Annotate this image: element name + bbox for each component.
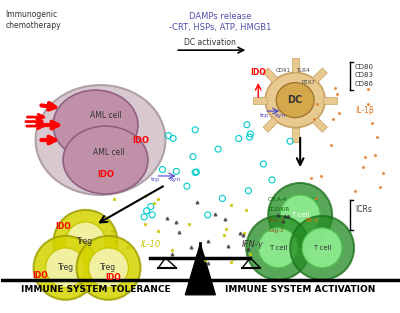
Text: PD-1: PD-1 bbox=[305, 218, 318, 223]
Text: IDO: IDO bbox=[56, 222, 72, 231]
Text: IL-1β: IL-1β bbox=[355, 105, 374, 115]
Circle shape bbox=[302, 228, 342, 268]
Circle shape bbox=[280, 195, 320, 235]
Text: IDO: IDO bbox=[97, 171, 114, 179]
Text: T cell: T cell bbox=[291, 212, 310, 218]
Ellipse shape bbox=[265, 73, 325, 128]
Text: TLR4: TLR4 bbox=[296, 68, 310, 73]
Text: T cell: T cell bbox=[313, 245, 332, 251]
Text: IMMUNE SYSTEM TOLERANCE: IMMUNE SYSTEM TOLERANCE bbox=[21, 285, 170, 294]
Text: Treg: Treg bbox=[58, 263, 74, 272]
Text: trp: trp bbox=[151, 177, 160, 182]
Text: CD91: CD91 bbox=[276, 68, 291, 73]
Text: Lag-3: Lag-3 bbox=[268, 228, 284, 233]
Text: ICRs: ICRs bbox=[355, 205, 372, 214]
Circle shape bbox=[88, 248, 128, 288]
Polygon shape bbox=[185, 244, 215, 295]
FancyArrow shape bbox=[323, 97, 337, 104]
Circle shape bbox=[268, 183, 332, 247]
Circle shape bbox=[76, 236, 140, 300]
FancyArrow shape bbox=[312, 68, 327, 83]
Circle shape bbox=[46, 248, 86, 288]
Text: Treg: Treg bbox=[100, 263, 116, 272]
Text: IDO: IDO bbox=[106, 273, 121, 282]
Ellipse shape bbox=[276, 83, 314, 118]
FancyArrow shape bbox=[263, 68, 278, 83]
Text: DAMPs release
-CRT, HSPs, ATP, HMGB1: DAMPs release -CRT, HSPs, ATP, HMGB1 bbox=[169, 12, 272, 32]
Circle shape bbox=[246, 216, 310, 280]
Text: DC activation: DC activation bbox=[184, 38, 236, 47]
FancyArrow shape bbox=[263, 117, 278, 132]
Text: kyn: kyn bbox=[274, 113, 286, 118]
FancyArrow shape bbox=[312, 117, 327, 132]
Text: trp: trp bbox=[260, 113, 269, 118]
FancyArrow shape bbox=[253, 97, 267, 104]
Circle shape bbox=[290, 216, 354, 280]
Text: IDO: IDO bbox=[250, 68, 266, 77]
Text: Treg: Treg bbox=[78, 237, 94, 246]
Text: IMMUNE SYSTEM ACTIVATION: IMMUNE SYSTEM ACTIVATION bbox=[225, 285, 375, 294]
Text: CTLA-4: CTLA-4 bbox=[268, 198, 288, 203]
Circle shape bbox=[258, 228, 298, 268]
Text: P2X7: P2X7 bbox=[301, 80, 315, 85]
Circle shape bbox=[34, 236, 98, 300]
Text: CD80
CD83
CD86: CD80 CD83 CD86 bbox=[355, 64, 374, 87]
Text: T cell: T cell bbox=[269, 245, 288, 251]
Text: kyn: kyn bbox=[170, 177, 181, 182]
Text: AML cell: AML cell bbox=[90, 110, 121, 120]
Circle shape bbox=[196, 254, 204, 262]
Text: DC: DC bbox=[288, 95, 303, 105]
Ellipse shape bbox=[36, 85, 165, 195]
Text: Immunogenic
chemotherapy: Immunogenic chemotherapy bbox=[6, 10, 61, 30]
Text: IFN-γ: IFN-γ bbox=[242, 240, 263, 249]
Text: CD200R: CD200R bbox=[268, 208, 290, 213]
Circle shape bbox=[54, 210, 118, 274]
Text: AML cell: AML cell bbox=[93, 147, 124, 156]
Ellipse shape bbox=[53, 90, 138, 160]
Text: IL-10: IL-10 bbox=[140, 240, 160, 249]
Text: IDO: IDO bbox=[33, 271, 48, 280]
Text: IDO: IDO bbox=[132, 136, 149, 145]
Ellipse shape bbox=[63, 126, 148, 194]
FancyArrow shape bbox=[292, 128, 299, 142]
FancyArrow shape bbox=[292, 58, 299, 72]
Circle shape bbox=[66, 222, 106, 262]
Text: Tim-3: Tim-3 bbox=[268, 218, 284, 223]
